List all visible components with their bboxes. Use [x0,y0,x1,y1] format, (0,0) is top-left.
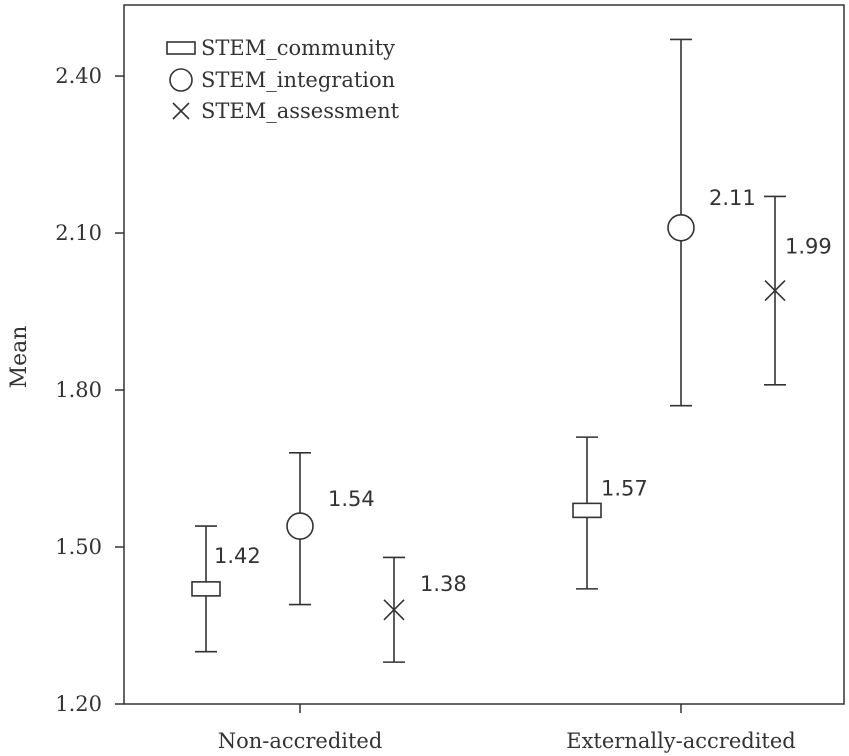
legend-entry: STEM_assessment [172,99,400,123]
legend-x-icon [172,102,190,120]
x-axis: Non-accredited Externally-accredited [218,704,796,753]
data-label: 1.54 [328,487,375,511]
y-tick-label: 2.40 [55,64,102,88]
y-axis: 1.20 1.50 1.80 2.10 2.40 [55,64,124,716]
data-label: 1.57 [601,476,648,500]
x-tick-label: Externally-accredited [566,729,796,753]
y-tick-label: 1.20 [55,692,102,716]
legend-label: STEM_community [201,36,395,60]
legend-square-icon [166,41,196,55]
data-marks: 1.42 1.57 1.54 2.11 1.38 1.99 [191,38,832,663]
plot-frame [123,4,845,705]
y-tick-label: 1.50 [55,535,102,559]
data-label: 2.11 [709,186,756,210]
error-bar-point: 1.57 [572,436,648,590]
data-label: 1.38 [420,572,467,596]
circle-marker [286,512,314,540]
square-marker [572,502,602,519]
data-label: 1.99 [785,235,832,259]
legend: STEM_community STEM_integration STEM_asses… [166,36,400,123]
legend-label: STEM_integration [201,68,395,92]
x-tick-label: Non-accredited [218,729,383,753]
legend-circle-icon [169,68,193,92]
x-marker-stroke [383,599,405,621]
y-tick-label: 1.80 [55,378,102,402]
x-marker-stroke [764,280,786,302]
error-bar-point: 1.54 [286,452,375,606]
square-marker [191,581,221,597]
y-tick-label: 2.10 [55,221,102,245]
error-bar-point: 2.11 [667,38,756,407]
legend-entry: STEM_integration [169,68,395,92]
y-axis-title: Mean [7,326,32,389]
circle-marker [667,213,695,242]
legend-label: STEM_assessment [201,99,400,123]
data-label: 1.42 [214,544,261,568]
error-bar-point: 1.42 [191,525,261,653]
error-bar-point: 1.38 [383,556,467,663]
legend-entry: STEM_community [166,36,395,60]
error-bar-point: 1.99 [764,195,832,386]
